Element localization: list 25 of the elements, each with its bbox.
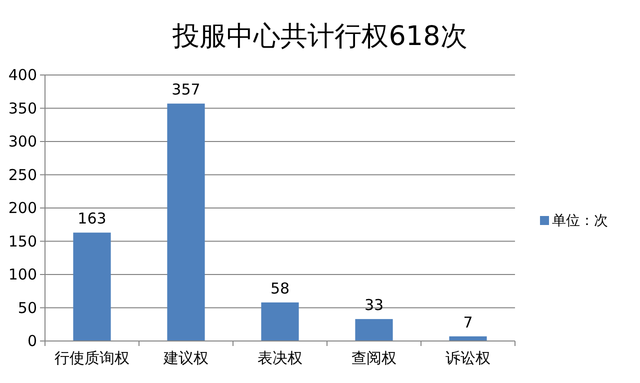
- x-tick-label: 建议权: [162, 349, 208, 367]
- y-tick-label: 300: [8, 132, 37, 150]
- data-label: 357: [172, 80, 200, 99]
- data-label: 163: [78, 210, 106, 228]
- bar: [355, 319, 393, 341]
- legend-label: 单位：次: [552, 213, 608, 229]
- chart-title: 投服中心共计行权618次: [172, 21, 468, 52]
- x-tick-label: 诉讼权: [446, 349, 490, 367]
- bar: [73, 232, 111, 341]
- x-tick-label: 表决权: [258, 349, 302, 367]
- y-tick-label: 50: [18, 298, 37, 317]
- data-label: 58: [270, 279, 290, 298]
- y-tick-label: 150: [8, 232, 37, 250]
- y-tick-label: 350: [8, 99, 37, 118]
- data-label: 7: [463, 313, 473, 332]
- bar: [167, 104, 205, 341]
- y-tick-label: 250: [8, 166, 37, 184]
- x-tick-label: 查阅权: [352, 349, 396, 367]
- y-tick-label: 100: [8, 266, 37, 284]
- y-tick-label: 400: [8, 66, 37, 84]
- data-label: 33: [364, 296, 384, 314]
- bar: [261, 302, 299, 341]
- y-tick-label: 0: [27, 332, 37, 350]
- y-tick-label: 200: [8, 199, 37, 217]
- x-tick-label: 行使质询权: [54, 349, 130, 367]
